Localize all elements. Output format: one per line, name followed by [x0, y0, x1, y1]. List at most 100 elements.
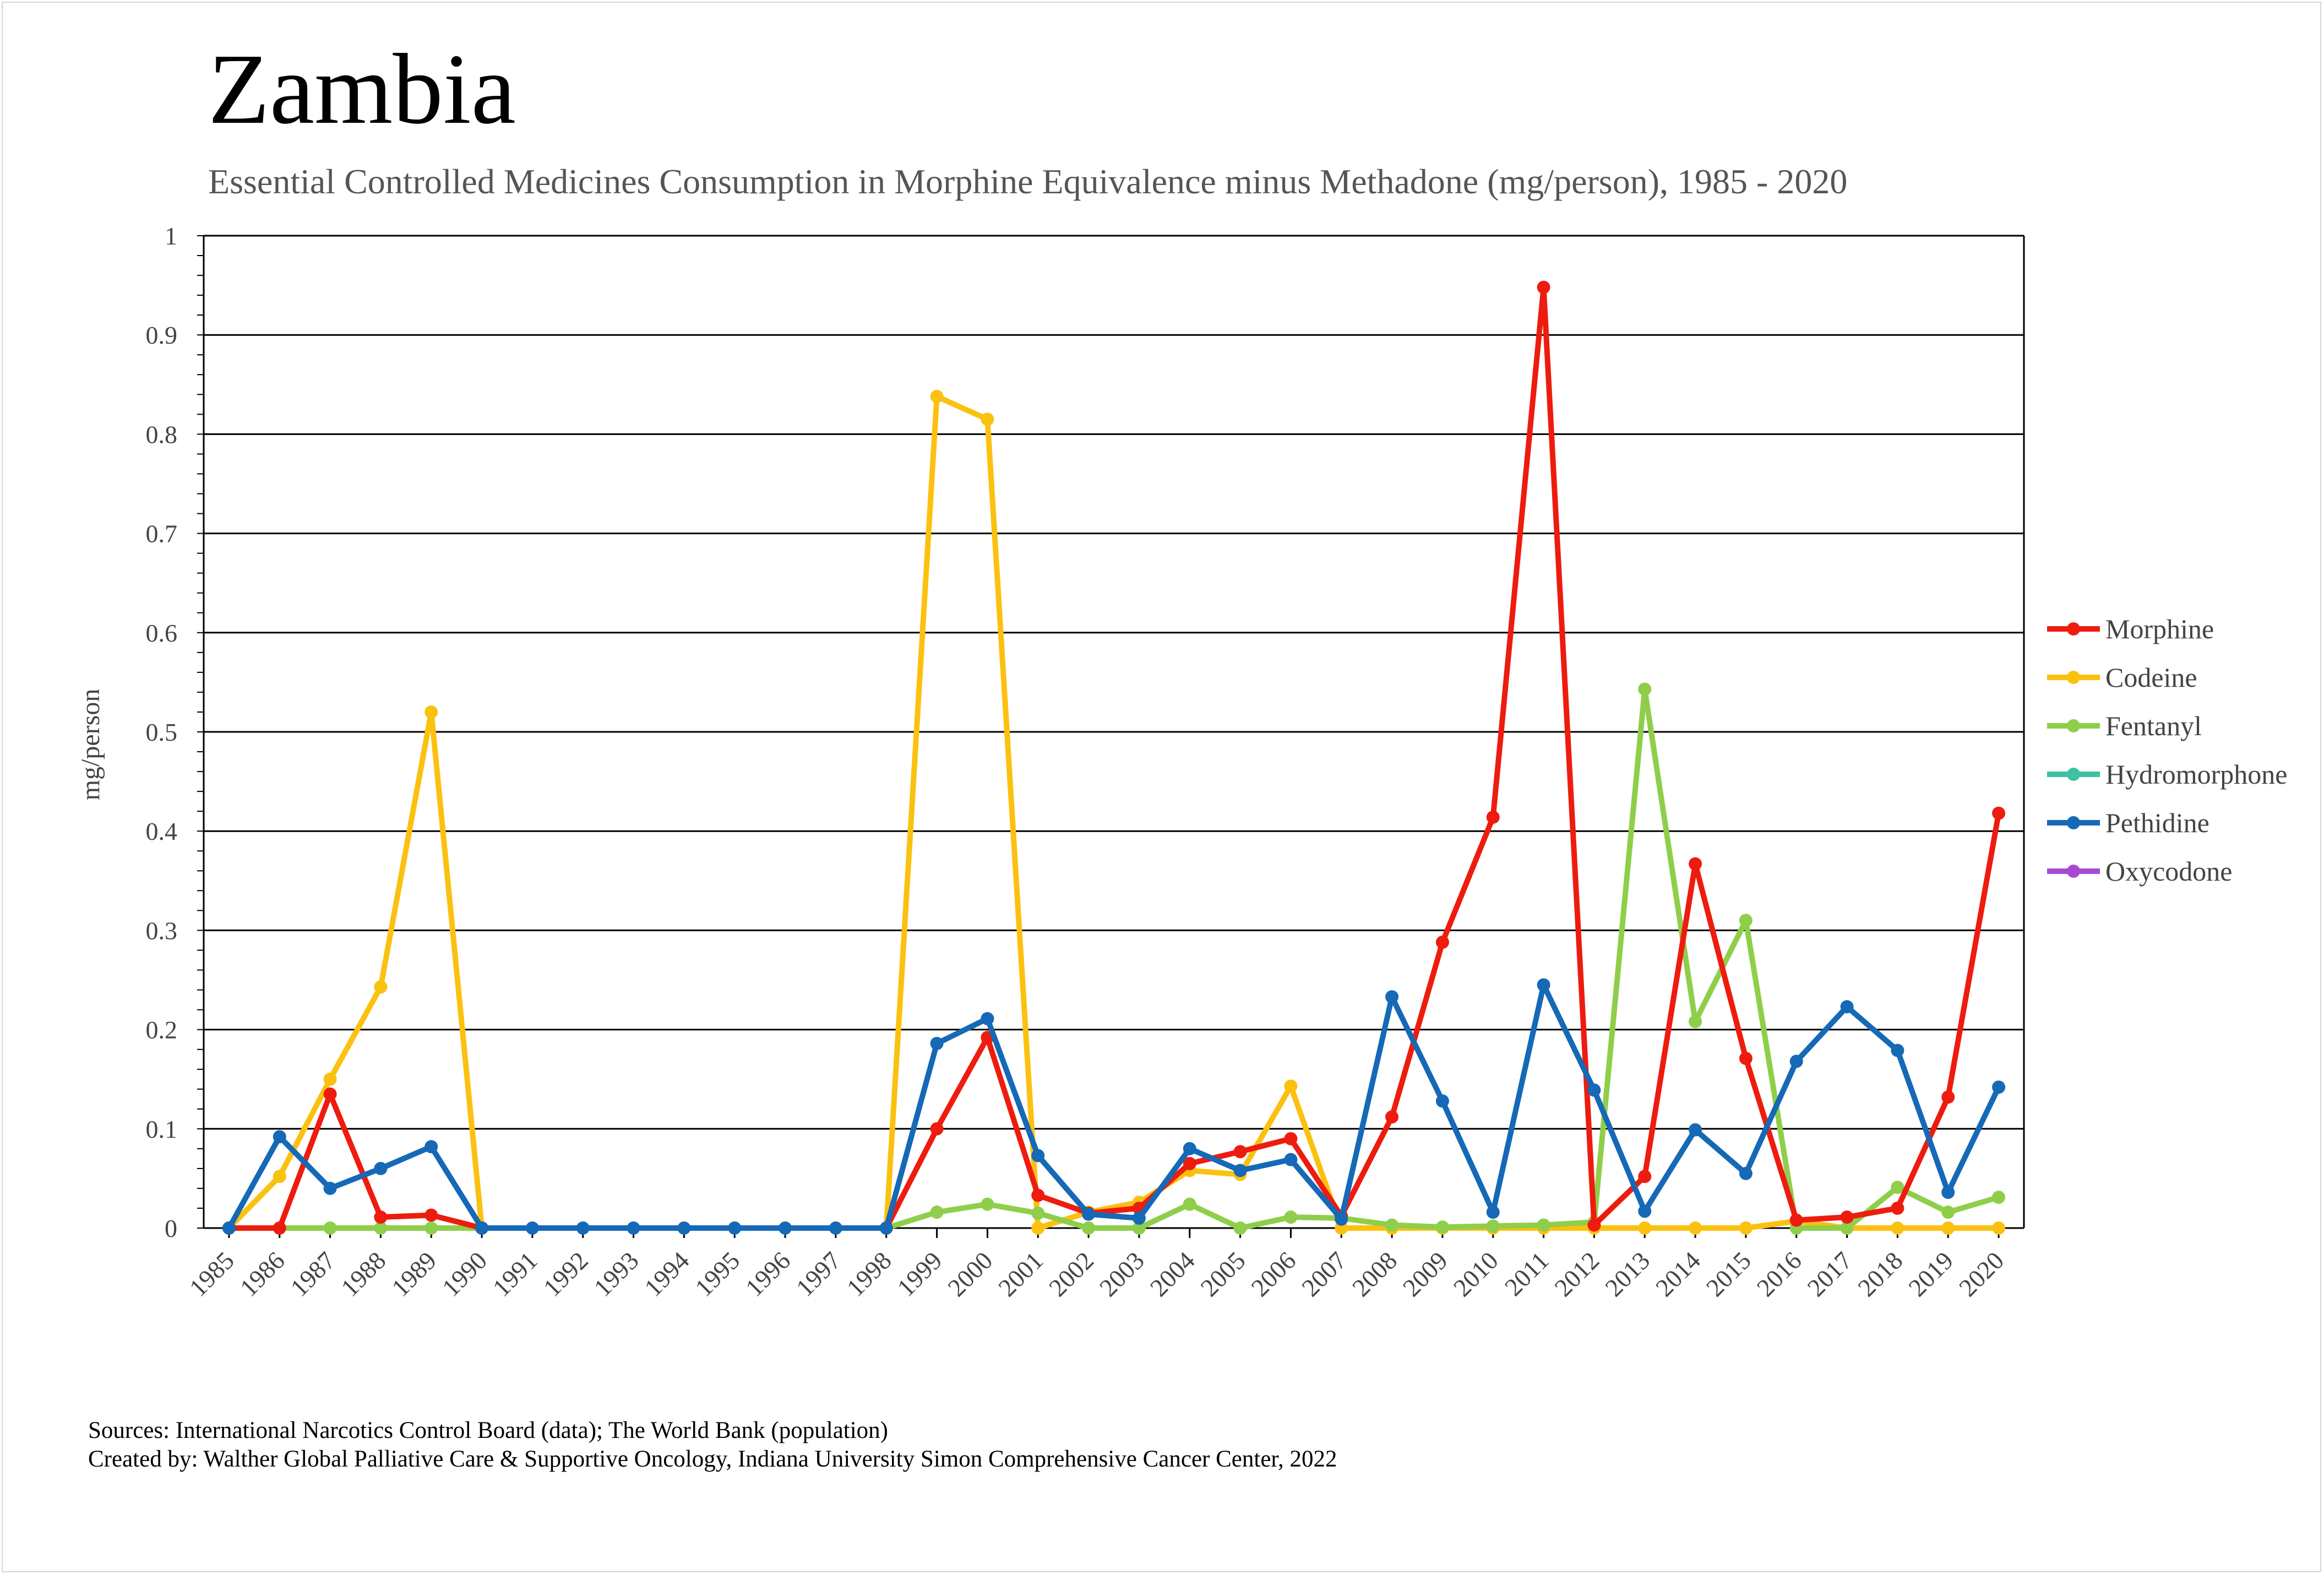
x-tick-label: 2002: [1043, 1246, 1099, 1302]
x-tick-label: 1989: [386, 1246, 442, 1302]
data-point: [1638, 1204, 1652, 1218]
x-tick-label: 2019: [1903, 1246, 1958, 1302]
x-tick-label: 2018: [1852, 1246, 1908, 1302]
data-point: [1284, 1153, 1298, 1166]
data-point: [1587, 1218, 1601, 1232]
data-point: [728, 1221, 742, 1235]
legend-swatch-marker: [2067, 816, 2080, 829]
data-point: [424, 705, 438, 719]
y-tick-label: 0: [165, 1214, 177, 1242]
data-point: [1435, 936, 1449, 949]
data-point: [1992, 1080, 2006, 1094]
data-point: [1233, 1145, 1247, 1159]
data-point: [1689, 857, 1702, 871]
data-point: [222, 1221, 236, 1235]
series-line: [884, 284, 2002, 1230]
data-point: [1891, 1044, 1904, 1057]
data-point: [981, 1012, 994, 1025]
data-point: [1941, 1221, 1955, 1235]
data-point: [424, 1208, 438, 1222]
data-point: [323, 1087, 337, 1101]
data-point: [1132, 1211, 1146, 1225]
series-line: [227, 709, 485, 1230]
y-tick-label: 0.7: [146, 520, 178, 548]
series-line: [228, 1091, 483, 1231]
x-tick-label: 2011: [1499, 1246, 1554, 1301]
data-point: [1941, 1205, 1955, 1219]
x-tick-label: 2013: [1599, 1246, 1655, 1302]
data-point: [677, 1221, 691, 1235]
x-tick-label: 2008: [1347, 1246, 1402, 1302]
legend-item-fentanyl: Fentanyl: [2047, 710, 2202, 741]
data-point: [323, 1072, 337, 1086]
y-tick-label: 0.4: [146, 817, 178, 845]
x-tick-label: 1988: [335, 1246, 391, 1302]
data-point: [1891, 1181, 1904, 1194]
data-point: [1739, 1221, 1752, 1235]
x-tick-label: 1994: [639, 1246, 694, 1302]
data-point: [1840, 1000, 1854, 1014]
sources-note: Sources: International Narcotics Control…: [88, 1416, 1337, 1473]
data-point: [1638, 682, 1652, 696]
legend-label: Hydromorphone: [2105, 759, 2288, 790]
data-point: [1385, 990, 1399, 1004]
x-tick-label: 1997: [791, 1246, 846, 1302]
x-tick-label: 2004: [1145, 1246, 1200, 1302]
data-point: [1891, 1201, 1904, 1215]
data-point: [1284, 1079, 1298, 1093]
y-tick-label: 0.9: [146, 321, 178, 349]
data-point: [1537, 280, 1550, 294]
x-tick-label: 2009: [1397, 1246, 1453, 1302]
x-tick-label: 2012: [1549, 1246, 1604, 1302]
data-point: [1638, 1221, 1652, 1235]
data-point: [1486, 810, 1500, 824]
data-point: [1789, 1055, 1803, 1068]
data-point: [1385, 1218, 1399, 1232]
data-point: [374, 1210, 388, 1224]
created-line: Created by: Walther Global Palliative Ca…: [88, 1446, 1337, 1472]
data-point: [1587, 1083, 1601, 1097]
x-tick-label: 1993: [589, 1246, 644, 1302]
data-point: [779, 1221, 792, 1235]
data-point: [1435, 1220, 1449, 1234]
legend-swatch-marker: [2067, 768, 2080, 781]
data-point: [1992, 1221, 2006, 1235]
data-point: [576, 1221, 590, 1235]
legend-swatch-marker: [2067, 622, 2080, 636]
y-axis-label: mg/person: [76, 689, 105, 801]
x-tick-label: 2016: [1751, 1246, 1807, 1302]
data-point: [1082, 1207, 1096, 1221]
x-tick-label: 1992: [538, 1246, 594, 1302]
legend-swatch-marker: [2067, 865, 2080, 878]
data-point: [930, 1122, 944, 1136]
data-point: [374, 1221, 388, 1235]
data-point: [1840, 1221, 1854, 1235]
data-point: [1739, 1166, 1752, 1180]
x-tick-label: 1985: [184, 1246, 240, 1302]
x-tick-label: 2014: [1650, 1246, 1706, 1302]
data-point: [981, 412, 994, 426]
x-tick-label: 2015: [1701, 1246, 1756, 1302]
y-tick-label: 0.1: [146, 1115, 178, 1143]
data-point: [374, 1161, 388, 1175]
legend-item-hydromorphone: Hydromorphone: [2047, 759, 2288, 790]
data-point: [1486, 1219, 1500, 1233]
data-point: [525, 1221, 539, 1235]
data-point: [1689, 1221, 1702, 1235]
x-tick-label: 1996: [740, 1246, 796, 1302]
legend-label: Fentanyl: [2105, 710, 2202, 741]
y-axis-ticks: 0 0.1 0.2 0.3 0.4 0.5 0.6 0.7 0.8 0.9 1: [146, 222, 204, 1242]
legend: Morphine Codeine Fentanyl Hydromorphone Peth…: [2047, 613, 2288, 887]
data-point: [1537, 1218, 1550, 1232]
series-fentanyl: [222, 682, 2006, 1235]
legend-swatch-marker: [2067, 671, 2080, 684]
x-tick-label: 2006: [1245, 1246, 1301, 1302]
x-tick-label: 2020: [1953, 1246, 2009, 1302]
y-tick-label: 1: [165, 222, 177, 250]
x-tick-label: 1991: [487, 1246, 543, 1302]
data-point: [1891, 1221, 1904, 1235]
data-point: [1031, 1188, 1045, 1202]
data-point: [1689, 1015, 1702, 1029]
x-tick-label: 2007: [1296, 1246, 1352, 1302]
series-line: [885, 686, 2000, 1231]
